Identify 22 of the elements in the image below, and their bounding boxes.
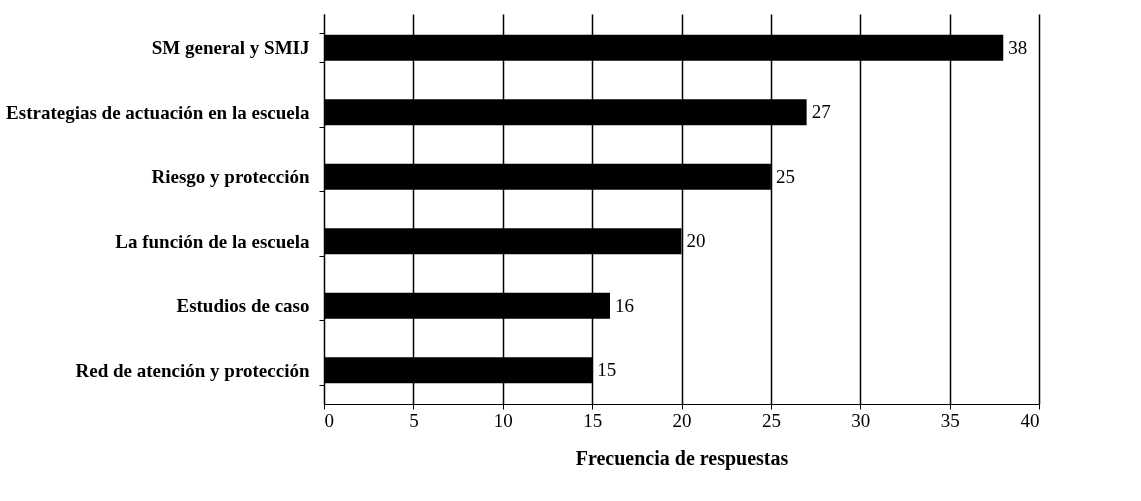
x-tick-label: 30 <box>851 409 871 431</box>
x-tick-label: 35 <box>940 409 960 431</box>
y-tick-label: Estrategias de actuación en la escuela <box>6 101 310 123</box>
x-tick-label: 10 <box>493 409 513 431</box>
data-label: 20 <box>686 230 706 252</box>
x-axis-title: Frecuencia de respuestas <box>575 446 789 470</box>
x-tick-label: 5 <box>409 409 419 431</box>
data-label: 25 <box>775 165 795 187</box>
y-tick-label: Estudios de caso <box>176 295 310 317</box>
x-tick-label: 25 <box>761 409 781 431</box>
y-tick-label: Riesgo y protección <box>151 166 310 188</box>
data-label: 15 <box>597 359 617 381</box>
data-label: 16 <box>615 294 634 316</box>
x-tick-label: 40 <box>1020 409 1040 431</box>
data-label: 38 <box>1008 36 1028 58</box>
y-tick-label: SM general y SMIJ <box>151 37 310 59</box>
y-tick-label: Red de atención y protección <box>75 359 310 381</box>
x-tick-label: 15 <box>583 409 603 431</box>
data-label: 27 <box>811 101 831 123</box>
y-tick-label: La función de la escuela <box>115 230 310 252</box>
x-tick-label: 20 <box>672 409 692 431</box>
x-tick-label: 0 <box>324 409 334 431</box>
